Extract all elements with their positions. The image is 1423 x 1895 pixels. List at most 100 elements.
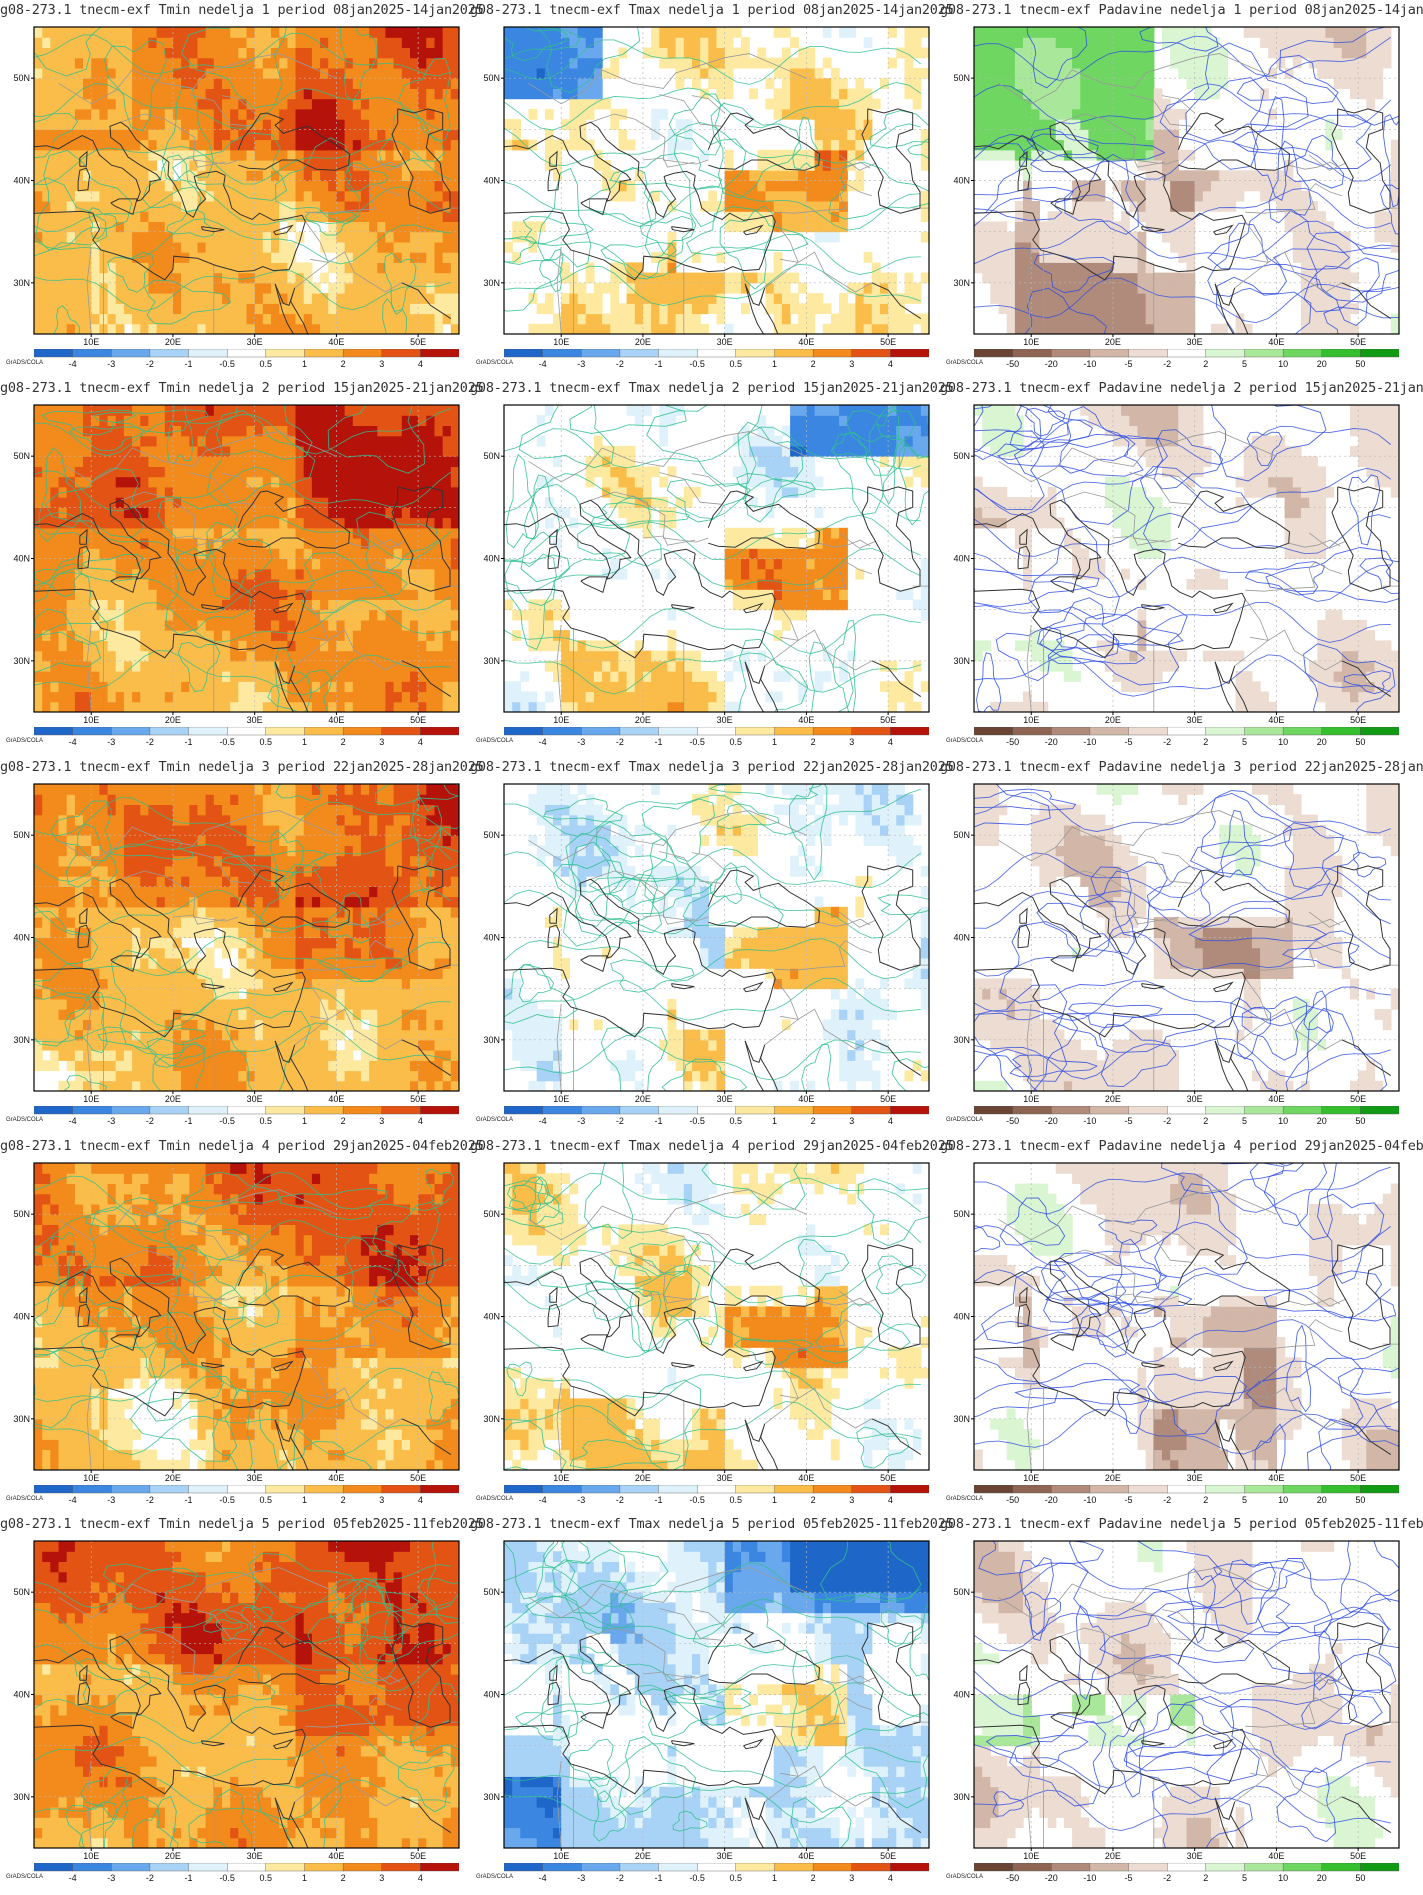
lon-tick-label: 50E: [880, 1851, 896, 1860]
map-plot: 10E 20E 30E 40E 50E 50N 40N 30N: [953, 783, 1400, 1103]
coastline: [974, 1724, 1246, 1795]
legend-swatch: [774, 1863, 814, 1872]
contour-line: [641, 798, 715, 862]
country-border: [1112, 535, 1166, 546]
legend-swatch: [149, 1106, 190, 1115]
legend-swatch: [1051, 727, 1091, 736]
contour-line: [974, 883, 1391, 929]
lon-tick-label: 30E: [1187, 1473, 1203, 1482]
coastline: [1163, 932, 1246, 979]
coastline: [580, 955, 608, 973]
contour-line: [185, 1171, 281, 1209]
legend-swatch: [1166, 1863, 1207, 1872]
contour-line: [542, 798, 623, 823]
country-border: [775, 940, 872, 971]
coastline: [223, 1689, 306, 1736]
coastline: [671, 226, 695, 233]
panel-title: g08-273.1 tnecm-exf Tmin nedelja 4 perio…: [0, 1138, 484, 1154]
legend-swatch: [304, 1106, 344, 1115]
lat-tick-label: 50N: [13, 73, 30, 83]
country-border: [1161, 95, 1195, 114]
contour-line: [974, 1356, 1059, 1418]
contour-line: [710, 862, 742, 905]
contour-line: [1301, 1673, 1358, 1730]
coastline: [861, 1622, 921, 1728]
lon-tick-label: 20E: [165, 1473, 181, 1482]
coastline: [504, 210, 776, 281]
contour-line: [504, 1172, 922, 1219]
coastline: [540, 499, 632, 580]
coastline: [1213, 1360, 1234, 1372]
contour-line: [974, 1683, 1391, 1730]
contour-line: [504, 234, 921, 279]
legend-label: 10: [1278, 737, 1289, 747]
legend-swatch: [504, 727, 544, 736]
legend-swatch: [812, 349, 853, 358]
legend-label: -1: [184, 359, 193, 369]
legend-label: -0.5: [689, 359, 705, 369]
coastline: [1214, 1040, 1235, 1091]
legend-swatch: [1205, 727, 1245, 736]
contour-line: [1079, 870, 1135, 955]
lon-tick-label: 50E: [1350, 715, 1366, 724]
contour-line: [278, 1440, 373, 1470]
country-border: [691, 1609, 725, 1628]
map-panel-tmin-week-2: g08-273.1 tnecm-exf Tmin nedelja 2 perio…: [0, 378, 484, 756]
coastline: [590, 499, 696, 597]
legend-label: 3: [379, 1873, 385, 1883]
legend-swatch: [581, 1106, 621, 1115]
country-border: [838, 1290, 877, 1307]
contour-line: [504, 27, 568, 62]
country-border: [368, 154, 407, 171]
country-border: [764, 1015, 800, 1046]
country-border: [774, 221, 872, 293]
legend-swatch: [34, 1863, 74, 1872]
coastline: [707, 1626, 821, 1685]
legend-label: -4: [538, 737, 547, 747]
contour-line: [344, 1235, 400, 1311]
legend-swatch: [542, 727, 582, 736]
color-legend: -4 -3 -2 -1 -0.5 0.5 1 2 3 4: [504, 1485, 929, 1509]
lon-tick-label: 20E: [165, 715, 181, 724]
lat-tick-label: 50N: [483, 451, 500, 461]
coastline: [34, 967, 306, 1038]
contour-line: [38, 446, 82, 543]
coastline: [120, 878, 226, 976]
lat-tick-label: 30N: [953, 1414, 970, 1424]
contour-line: [1272, 244, 1399, 303]
contour-line: [1303, 643, 1396, 712]
country-border: [305, 1697, 402, 1728]
contour-line: [504, 426, 921, 470]
contour-line: [1317, 1193, 1385, 1284]
country-border: [1161, 1609, 1195, 1628]
coastline: [504, 898, 542, 907]
country-border: [172, 535, 226, 546]
country-border: [818, 1675, 871, 1684]
contour-line: [1189, 825, 1344, 900]
contour-line: [974, 430, 1045, 511]
contour-line: [974, 1744, 1391, 1789]
legend-label: 20: [1316, 359, 1327, 369]
legend-swatch: [226, 1106, 267, 1115]
legend-swatch: [149, 727, 190, 736]
contour-line: [34, 600, 451, 643]
country-border: [1026, 246, 1032, 334]
map-plot: 10E 20E 30E 40E 50E 50N 40N 30N: [483, 1540, 930, 1860]
lon-tick-label: 50E: [880, 1473, 896, 1482]
legend-swatch: [72, 727, 112, 736]
country-border: [764, 1772, 800, 1803]
contour-line: [162, 85, 214, 182]
legend-label: -5: [1124, 359, 1133, 369]
legend-swatch: [265, 1485, 305, 1494]
contour-line: [974, 784, 1051, 828]
legend-swatch: [504, 349, 544, 358]
contour-line: [267, 669, 333, 712]
legend-swatch: [226, 1485, 267, 1494]
contour-line: [974, 601, 1391, 647]
contour-line: [569, 405, 687, 434]
map-panel-tmax-week-1: g08-273.1 tnecm-exf Tmax nedelja 1 perio…: [470, 0, 954, 378]
legend-label: 2: [810, 1873, 816, 1883]
coastline: [743, 602, 764, 614]
contour-line: [790, 1797, 852, 1848]
legend-label: 20: [1316, 1495, 1327, 1505]
